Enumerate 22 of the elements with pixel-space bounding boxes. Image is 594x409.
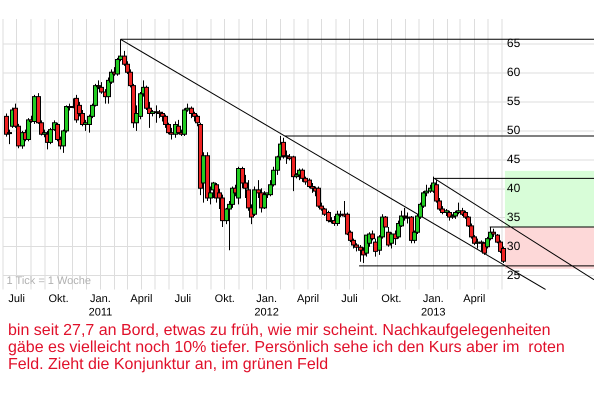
x-tick-label: Jan. 2012 [254,293,279,318]
x-tick-label: April [463,293,486,306]
y-tick-label: 50 [506,123,521,138]
y-tick-label: 40 [506,181,521,196]
x-tick-label: Juli [174,293,192,306]
x-tick-label: Jan. 2011 [88,293,112,318]
x-tick-label: Juli [341,293,358,306]
annotation: 1 Tick = 1 Woche [6,275,92,288]
x-tick-label: Juli [8,293,25,306]
y-tick-label: 30 [506,239,521,254]
x-tick-label: April [297,293,320,306]
y-tick-label: 60 [506,65,521,80]
x-tick-label: Jan. 2013 [421,293,446,318]
x-tick-label: Okt. [214,293,235,306]
y-tick-label: 25 [506,268,521,282]
text: bin seit 27,7 an Bord, etwas zu früh, wie mir scheint. Nachkaufgelegenheiten gäbe es vielleicht noch 10% tiefer. Persönlich sehe ich den Kurs aber im roten Feld. Zieht die Konjunktur an, im grünen Feld [8,322,566,373]
y-tick-label: 35 [506,210,521,224]
x-tick-label: Okt. [48,293,69,306]
x-tick-label: April [130,293,152,306]
y-tick-label: 55 [506,94,521,108]
x-tick-label: Okt. [381,293,402,306]
y-tick-label: 45 [506,152,521,166]
